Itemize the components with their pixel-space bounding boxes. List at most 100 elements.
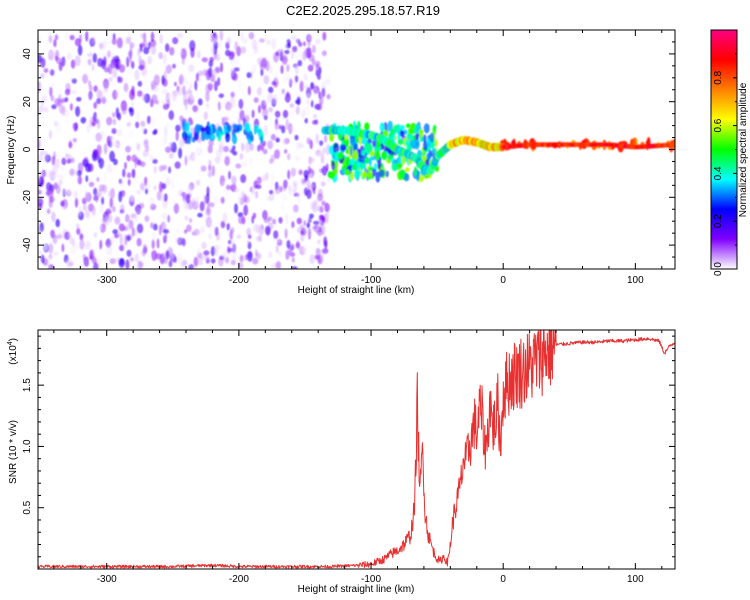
heatmap-cell: [366, 143, 373, 154]
heatmap-cell: [349, 137, 356, 147]
x-tick-label: -200: [229, 574, 249, 585]
heatmap-cell: [220, 62, 223, 73]
heatmap-cell: [151, 239, 155, 250]
heatmap-cell: [95, 200, 100, 211]
heatmap-cell: [195, 47, 202, 57]
heatmap-cell: [93, 232, 98, 238]
heatmap-cell: [130, 100, 135, 107]
heatmap-cell: [329, 171, 335, 180]
heatmap-cell: [243, 193, 248, 203]
heatmap-cell: [174, 247, 178, 253]
heatmap-cell: [70, 89, 77, 95]
heatmap-cell: [77, 175, 82, 185]
heatmap-cell: [55, 184, 61, 194]
heatmap-cell: [141, 249, 147, 257]
heatmap-cell: [237, 117, 241, 126]
heatmap-cell: [41, 99, 44, 107]
heatmap-cell: [87, 58, 92, 66]
heatmap-cell: [165, 250, 170, 260]
snr-x-axis: -300 -200 -100 0 100: [53, 330, 663, 585]
heatmap-cell: [138, 56, 142, 65]
heatmap-cell: [126, 222, 131, 232]
heatmap-cell: [68, 261, 74, 267]
heatmap-cell: [143, 67, 148, 80]
colorbar-tick-label: 0.0: [713, 262, 724, 276]
heatmap-cell: [239, 124, 243, 131]
heatmap-cell: [232, 123, 239, 130]
heatmap-cell: [316, 103, 323, 111]
heatmap-cell: [266, 228, 270, 236]
heatmap-cell: [274, 110, 281, 118]
heatmap-cell: [228, 51, 235, 61]
heatmap-cell: [38, 227, 42, 234]
heatmap-cell: [102, 39, 106, 51]
heatmap-cell: [179, 261, 186, 268]
heatmap-cell: [192, 105, 198, 112]
heatmap-cell: [88, 181, 95, 187]
heatmap-cell: [306, 189, 312, 200]
heatmap-cell: [105, 40, 111, 46]
heatmap-cell: [237, 212, 244, 218]
heatmap-cell: [308, 157, 315, 163]
heatmap-cell: [197, 98, 203, 106]
heatmap-cell: [176, 227, 180, 234]
heatmap-cell: [314, 254, 320, 260]
heatmap-cell: [297, 176, 303, 188]
heatmap-cell: [315, 63, 320, 73]
heatmap-cell: [307, 40, 311, 47]
heatmap-cell: [136, 110, 140, 121]
snr-y-label: SNR (10 * v/v): [8, 420, 19, 484]
heatmap-cell: [105, 208, 112, 215]
heatmap-cell: [122, 168, 126, 178]
heatmap-cell: [174, 81, 177, 87]
heatmap-cell: [313, 108, 317, 118]
heatmap-cell: [260, 57, 268, 64]
heatmap-cell: [70, 157, 75, 163]
heatmap-cell: [126, 121, 131, 127]
heatmap-cell: [324, 202, 330, 213]
heatmap-cell: [366, 171, 373, 178]
heatmap-cell: [116, 128, 123, 137]
heatmap-cell: [307, 64, 314, 72]
x-tick-label: 100: [627, 574, 644, 585]
heatmap-cell: [124, 214, 130, 223]
heatmap-cell: [256, 224, 260, 235]
heatmap-cell: [320, 181, 326, 187]
heatmap-cell: [324, 134, 328, 143]
heatmap-cell: [233, 182, 237, 189]
heatmap-cell: [270, 173, 274, 184]
heatmap-cell: [322, 147, 326, 155]
heatmap-cell: [280, 154, 285, 162]
heatmap-cell: [127, 179, 131, 186]
heatmap-cell: [215, 129, 220, 138]
heatmap-cell: [313, 220, 320, 226]
heatmap-cell: [316, 73, 321, 80]
heatmap-cell: [107, 190, 112, 198]
heatmap-cell: [390, 128, 394, 136]
heatmap-cell: [246, 239, 250, 245]
heatmap-cell: [156, 190, 162, 201]
heatmap-cell: [55, 218, 60, 228]
heatmap-cell: [310, 100, 314, 108]
y-tick-label: 20: [22, 96, 33, 108]
x-tick-label: -100: [361, 275, 381, 286]
heatmap-cell: [225, 132, 231, 143]
heatmap-cell: [52, 46, 57, 54]
heatmap-cell: [43, 68, 49, 73]
heatmap-cell: [238, 215, 244, 225]
heatmap-cell: [99, 42, 104, 50]
heatmap-cell: [96, 98, 102, 105]
heatmap-cell: [433, 124, 437, 132]
heatmap-cell: [315, 247, 321, 256]
heatmap-cell: [239, 153, 244, 161]
heatmap-cell: [371, 168, 377, 177]
heatmap-cell: [414, 133, 420, 140]
heatmap-cell: [231, 175, 237, 185]
heatmap-cell: [244, 122, 250, 132]
heatmap-cell: [274, 184, 281, 195]
heatmap-cell: [153, 223, 158, 231]
heatmap-cell: [116, 37, 123, 49]
heatmap-cell: [217, 101, 221, 111]
heatmap-cell: [68, 231, 73, 239]
heatmap-cell: [64, 231, 71, 241]
